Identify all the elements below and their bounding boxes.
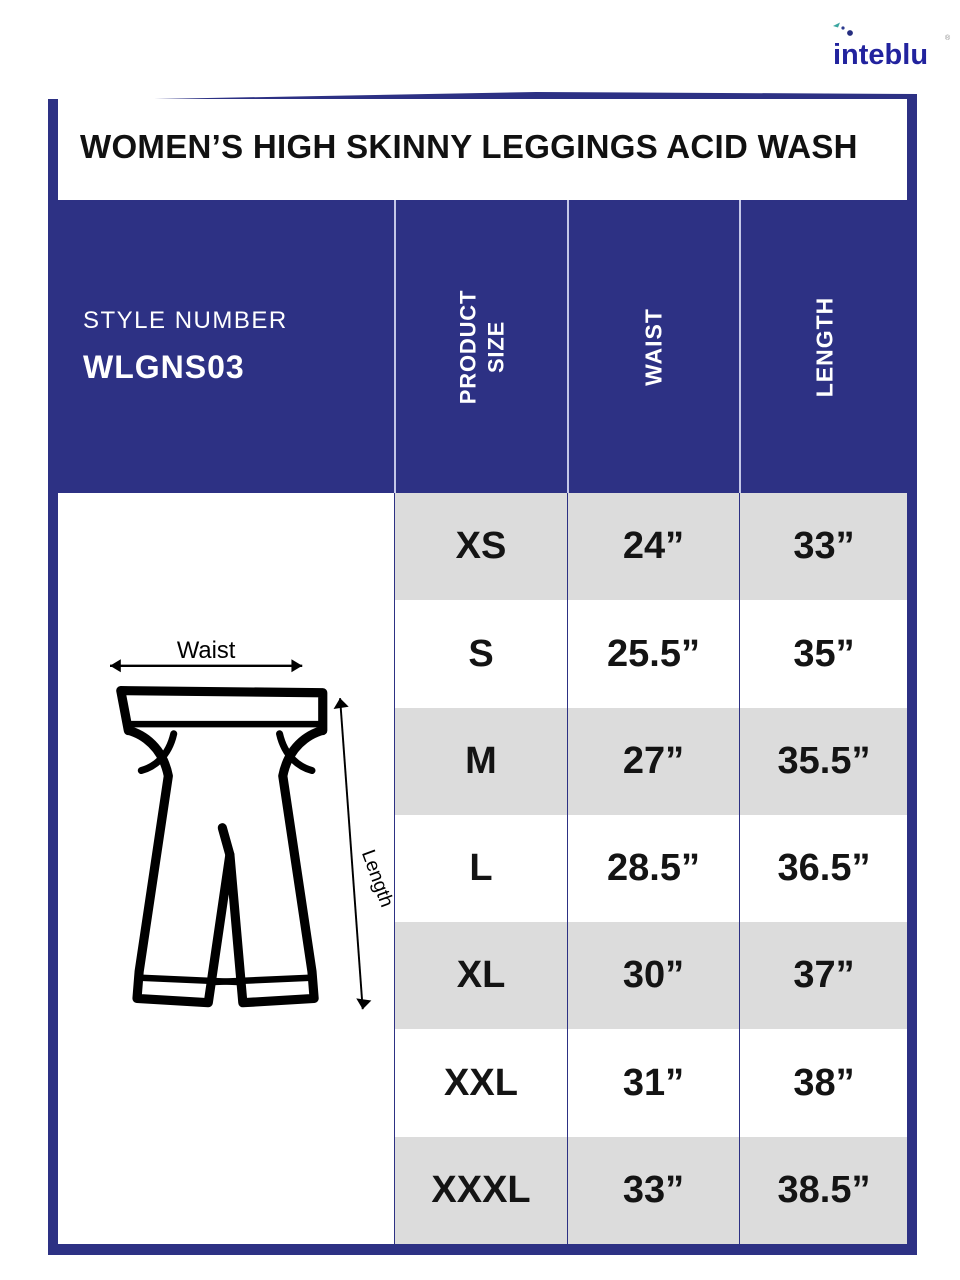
svg-text:®: ® (945, 34, 951, 42)
svg-text:Waist: Waist (177, 637, 236, 664)
svg-text:inteblu: inteblu (833, 39, 928, 71)
svg-text:Length: Length (357, 847, 398, 910)
